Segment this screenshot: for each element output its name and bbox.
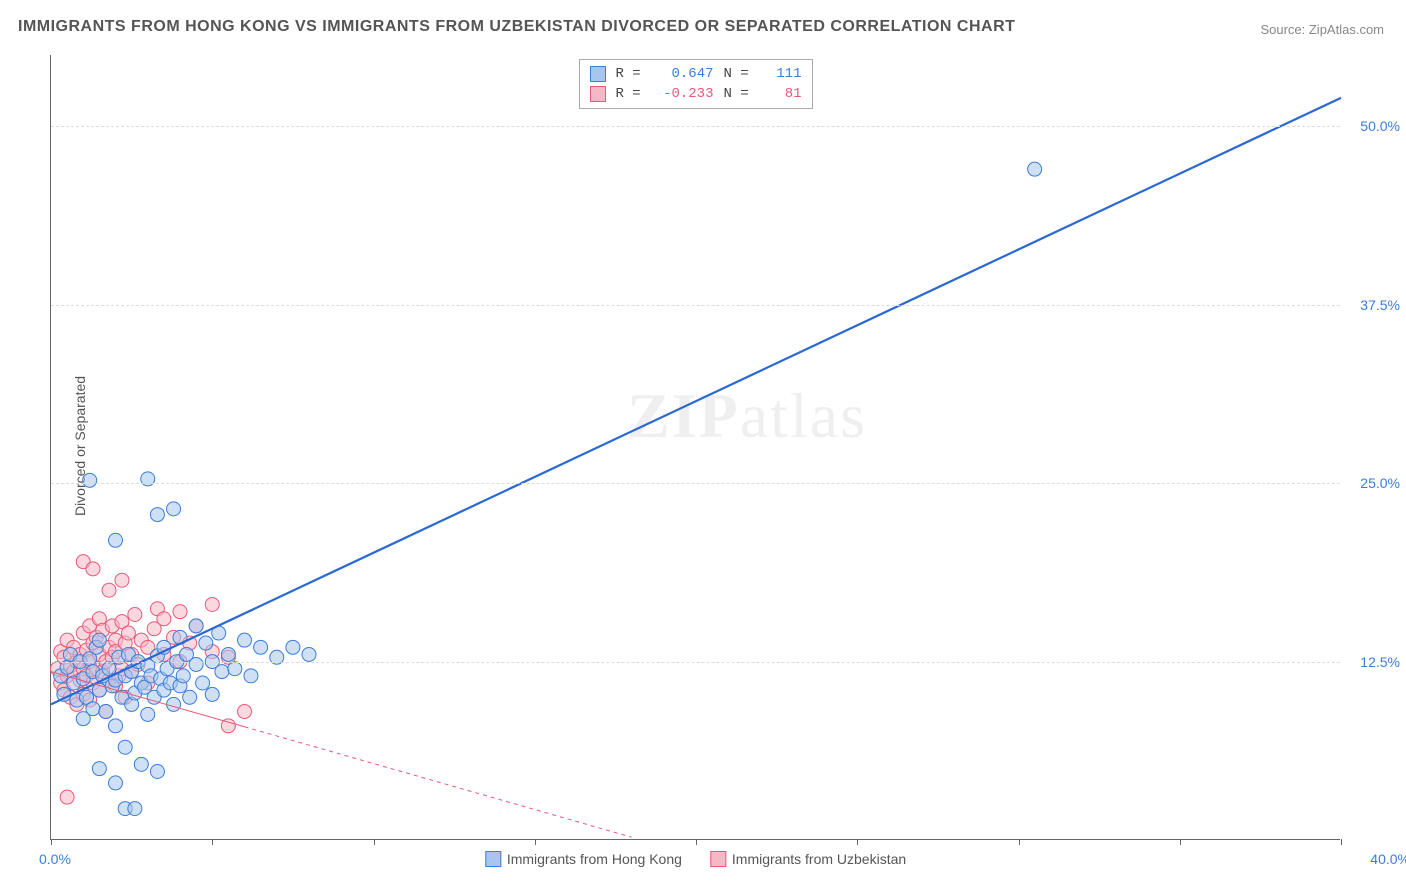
data-point: [128, 802, 142, 816]
data-point: [189, 657, 203, 671]
data-point: [189, 619, 203, 633]
legend-series: Immigrants from Hong Kong Immigrants fro…: [485, 851, 906, 867]
chart-svg: [51, 55, 1340, 839]
gridline-h: [51, 483, 1340, 484]
data-point: [121, 626, 135, 640]
x-tick: [1019, 839, 1020, 845]
x-axis-min-label: 0.0%: [39, 851, 71, 867]
gridline-h: [51, 305, 1340, 306]
data-point: [221, 647, 235, 661]
data-point: [118, 740, 132, 754]
x-tick: [212, 839, 213, 845]
data-point: [150, 508, 164, 522]
data-point: [134, 757, 148, 771]
gridline-h: [51, 126, 1340, 127]
data-point: [92, 633, 106, 647]
data-point: [176, 669, 190, 683]
y-tick-label: 25.0%: [1360, 475, 1400, 491]
data-point: [167, 502, 181, 516]
trend-line-dashed: [245, 727, 632, 837]
data-point: [83, 473, 97, 487]
x-tick: [857, 839, 858, 845]
data-point: [302, 647, 316, 661]
data-point: [173, 605, 187, 619]
data-point: [109, 533, 123, 547]
x-tick: [696, 839, 697, 845]
data-point: [238, 705, 252, 719]
gridline-h: [51, 662, 1340, 663]
data-point: [109, 719, 123, 733]
x-tick: [51, 839, 52, 845]
data-point: [92, 762, 106, 776]
x-axis-max-label: 40.0%: [1370, 851, 1406, 867]
data-point: [199, 636, 213, 650]
legend-item-uz: Immigrants from Uzbekistan: [710, 851, 906, 867]
x-tick: [374, 839, 375, 845]
data-point: [1028, 162, 1042, 176]
data-point: [150, 764, 164, 778]
data-point: [115, 573, 129, 587]
data-point: [254, 640, 268, 654]
data-point: [167, 697, 181, 711]
legend-label-uz: Immigrants from Uzbekistan: [732, 851, 906, 867]
data-point: [102, 583, 116, 597]
x-tick: [1341, 839, 1342, 845]
data-point: [286, 640, 300, 654]
swatch-uz-icon: [710, 851, 726, 867]
y-tick-label: 12.5%: [1360, 654, 1400, 670]
plot-area: ZIPatlas R = 0.647 N = 111 R = -0.233 N …: [50, 55, 1340, 840]
data-point: [141, 707, 155, 721]
data-point: [86, 562, 100, 576]
data-point: [238, 633, 252, 647]
swatch-hk-icon: [485, 851, 501, 867]
data-point: [157, 612, 171, 626]
trend-line: [51, 98, 1341, 705]
y-tick-label: 50.0%: [1360, 118, 1400, 134]
legend-label-hk: Immigrants from Hong Kong: [507, 851, 682, 867]
data-point: [128, 607, 142, 621]
data-point: [109, 776, 123, 790]
source-attribution: Source: ZipAtlas.com: [1260, 22, 1384, 37]
data-point: [228, 662, 242, 676]
data-point: [215, 665, 229, 679]
data-point: [60, 790, 74, 804]
chart-title: IMMIGRANTS FROM HONG KONG VS IMMIGRANTS …: [18, 18, 1015, 36]
x-tick: [535, 839, 536, 845]
legend-item-hk: Immigrants from Hong Kong: [485, 851, 682, 867]
x-tick: [1180, 839, 1181, 845]
y-tick-label: 37.5%: [1360, 297, 1400, 313]
data-point: [205, 687, 219, 701]
data-point: [196, 676, 210, 690]
data-point: [99, 705, 113, 719]
data-point: [183, 690, 197, 704]
data-point: [86, 702, 100, 716]
data-point: [244, 669, 258, 683]
data-point: [205, 598, 219, 612]
